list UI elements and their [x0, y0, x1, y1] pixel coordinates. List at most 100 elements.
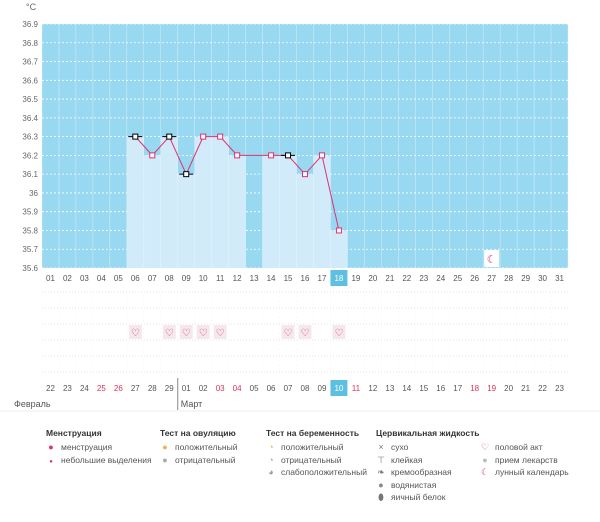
cycle-day-label: 31 [555, 274, 564, 283]
calendar-date-label: 09 [318, 384, 327, 393]
calendar-date-label: 14 [402, 384, 411, 393]
heart-cell [179, 325, 193, 339]
y-tick-label: 35.7 [22, 245, 38, 254]
moon-cell [484, 250, 500, 267]
calendar-date-label: 04 [233, 384, 242, 393]
y-unit-label: °C [26, 2, 37, 12]
cycle-day-label: 13 [250, 274, 259, 283]
legend-pregnancy: Тест на беременность ◔ положительный ◔ отр… [266, 428, 367, 479]
temperature-point [149, 152, 156, 159]
legend-item: лунный календарь [495, 467, 569, 477]
legend-item: слабоположительный [281, 467, 367, 477]
temperature-bar [330, 230, 348, 268]
cycle-day-label: 19 [351, 274, 360, 283]
temperature-bar [296, 174, 314, 268]
cycle-day-label: 28 [504, 274, 513, 283]
cycle-day-label: 24 [436, 274, 445, 283]
legend-ovulation-title: Тест на овуляцию [160, 428, 236, 438]
calendar-date-label: 28 [148, 384, 157, 393]
legend-item: водянистая [391, 479, 437, 490]
temperature-point [285, 152, 292, 159]
cycle-day-label: 26 [470, 274, 479, 283]
cycle-day-label: 23 [419, 274, 428, 283]
temperature-point [302, 171, 308, 178]
heart-cell [196, 325, 210, 339]
pregnancy-negative-icon: ◔ [268, 454, 274, 465]
temperature-point [166, 133, 173, 140]
temperature-point [132, 133, 139, 140]
cycle-day-label: 20 [368, 274, 377, 283]
cycle-day-label: 21 [385, 274, 394, 283]
cycle-day-label: 15 [284, 274, 293, 283]
heart-icon: ♡ [182, 328, 191, 339]
pregnancy-positive-icon: ◔ [268, 442, 274, 452]
heart-cell [298, 325, 312, 339]
temperature-point [318, 152, 325, 159]
legend-item: небольшие выделения [61, 454, 152, 465]
calendar-date-label: 15 [419, 384, 428, 393]
y-tick-label: 35.8 [22, 226, 38, 235]
calendar-date-label: 23 [555, 384, 564, 393]
moon-icon: ☾ [487, 253, 497, 266]
y-tick-label: 36.2 [22, 151, 38, 160]
cycle-day-label: 14 [267, 274, 276, 283]
legend-pregnancy-title: Тест на беременность [266, 428, 360, 438]
watery-icon: ● [378, 479, 384, 490]
legend-cervical: Цервикальная жидкость × сухо ⊤ клейкая ❧ кр… [376, 428, 479, 504]
heart-icon: ♡ [334, 328, 343, 339]
blood-drop-icon: ● [48, 442, 54, 452]
cycle-day-label: 18 [334, 274, 343, 283]
y-tick-label: 36.8 [22, 39, 38, 48]
calendar-date-label: 02 [199, 384, 208, 393]
heart-icon: ♡ [216, 328, 225, 339]
moon-icon: ☾ [480, 467, 490, 477]
ovulation-negative-icon: ● [162, 454, 168, 465]
ovulation-positive-icon: ● [162, 442, 168, 452]
heart-cell [213, 325, 227, 339]
legend-item: положительный [175, 442, 238, 452]
heart-cell [162, 325, 176, 339]
legend-menstruation: Менструация ● менструация ● небольшие выде… [46, 428, 152, 466]
temperature-point [217, 133, 224, 140]
calendar-date-label: 08 [301, 384, 310, 393]
y-tick-label: 36.6 [22, 76, 38, 85]
calendar-date-label: 17 [453, 384, 462, 393]
cycle-day-label: 06 [131, 274, 140, 283]
cycle-day-label: 30 [538, 274, 547, 283]
calendar-date-label: 21 [521, 384, 530, 393]
y-tick-label: 36 [29, 189, 38, 198]
legend-item: отрицательный [175, 454, 236, 465]
temperature-bar [262, 155, 280, 268]
calendar-date-label: 06 [267, 384, 276, 393]
calendar-date-label: 11 [352, 384, 361, 393]
cycle-day-label: 25 [453, 274, 462, 283]
temperature-bar [177, 174, 195, 268]
cycle-day-label: 12 [233, 274, 242, 283]
temperature-bar [211, 136, 229, 268]
current-date-highlight [330, 380, 348, 396]
temperature-bar [160, 136, 178, 268]
legend-item: отрицательный [281, 454, 342, 465]
legend-ovulation: Тест на овуляцию ● положительный ● отрицат… [160, 428, 237, 466]
calendar-date-label: 05 [250, 384, 259, 393]
legend-item: яичный белок [391, 492, 446, 502]
calendar-date-label: 19 [487, 384, 496, 393]
temperature-point [335, 227, 342, 234]
y-tick-label: 36.3 [22, 133, 38, 142]
heart-cell [281, 325, 295, 339]
cycle-day-label: 16 [301, 274, 310, 283]
legend-menstruation-title: Менструация [46, 428, 102, 438]
heart-cell [128, 325, 142, 339]
calendar-date-label: 12 [368, 384, 377, 393]
calendar-date-label: 01 [182, 384, 191, 393]
y-tick-label: 36.4 [22, 114, 38, 123]
legend-item: кремообразная [391, 467, 452, 477]
heart-icon: ♡ [284, 328, 293, 339]
egg-white-icon: ⬮ [378, 492, 384, 502]
cycle-day-label: 07 [148, 274, 157, 283]
cycle-day-label: 04 [97, 274, 106, 283]
heart-icon: ♡ [480, 442, 490, 452]
cycle-day-label: 03 [80, 274, 89, 283]
calendar-date-label: 03 [216, 384, 225, 393]
calendar-date-label: 25 [97, 384, 106, 393]
